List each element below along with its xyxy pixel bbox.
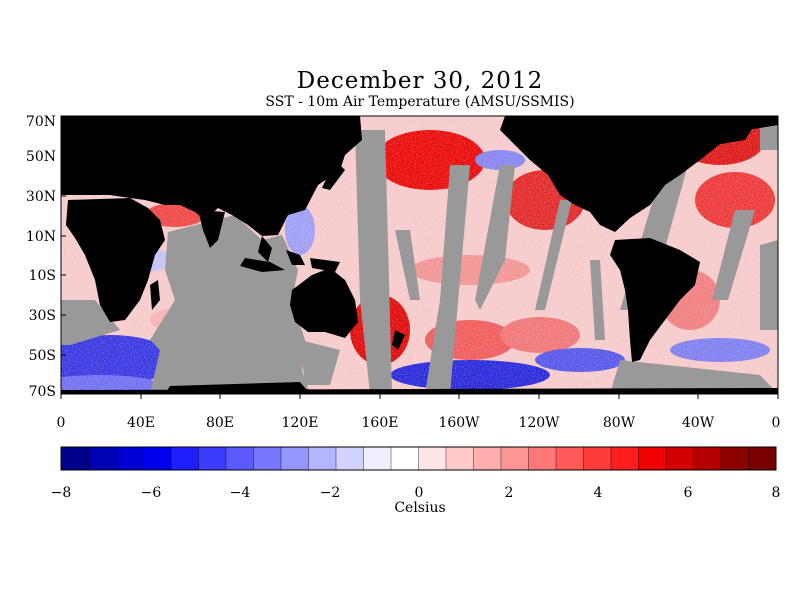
- lon-label: 80W: [603, 415, 636, 431]
- colorbar-swatch: [693, 447, 722, 470]
- colorbar-swatch: [473, 447, 502, 470]
- lon-label: 40W: [682, 415, 715, 431]
- lat-label: 50S: [29, 348, 56, 364]
- lat-axis: 70N 50N 30N 10N 10S 30S 50S 70S: [26, 114, 66, 400]
- colorbar-tick-label: 8: [772, 485, 781, 501]
- lon-label: 120E: [282, 415, 319, 431]
- colorbar-tick-label: 0: [415, 485, 424, 501]
- lon-label: 160W: [438, 415, 480, 431]
- colorbar-swatch: [88, 447, 117, 470]
- colorbar-swatch: [748, 447, 777, 470]
- colorbar-swatch: [336, 447, 364, 470]
- lat-label: 10N: [26, 229, 56, 245]
- colorbar-swatch: [143, 447, 172, 470]
- map-panel: [61, 116, 778, 394]
- colorbar-tick-label: −8: [51, 485, 72, 501]
- colorbar-swatch: [446, 447, 474, 470]
- land-masses: [61, 116, 778, 394]
- lon-label: 80E: [206, 415, 234, 431]
- colorbar-tick-label: 6: [684, 485, 693, 501]
- colorbar-swatch: [556, 447, 584, 470]
- colorbar-swatch: [666, 447, 694, 470]
- colorbar-swatch: [226, 447, 254, 470]
- colorbar-tick-label: −2: [320, 485, 341, 501]
- colorbar-swatch: [198, 447, 227, 470]
- colorbar: [60, 446, 777, 471]
- lon-axis: 0 40E 80E 120E 160E 160W 120W 80W 40W 0: [57, 394, 781, 431]
- map-frame: [60, 115, 779, 395]
- lon-label: 0: [772, 415, 781, 431]
- colorbar-tick-label: 2: [505, 485, 514, 501]
- colorbar-swatch: [61, 447, 89, 470]
- colorbar-swatch: [171, 447, 199, 470]
- lat-label: 30S: [29, 308, 56, 324]
- colorbar-swatch: [116, 447, 144, 470]
- map-subtitle: SST - 10m Air Temperature (AMSU/SSMIS): [265, 94, 575, 110]
- colorbar-tick-label: −4: [230, 485, 251, 501]
- colorbar-tick-label: 4: [594, 485, 603, 501]
- colorbar-tick-label: −6: [141, 485, 162, 501]
- lat-label: 30N: [26, 189, 56, 205]
- colorbar-swatch: [418, 447, 447, 470]
- colorbar-swatch: [363, 447, 392, 470]
- lat-label: 70S: [29, 384, 56, 400]
- lat-label: 10S: [29, 268, 56, 284]
- colorbar-swatch: [638, 447, 667, 470]
- colorbar-ticks: −8 −6 −4 −2 0 2 4 6 8: [51, 485, 781, 501]
- map-title: December 30, 2012: [296, 68, 544, 94]
- lon-label: 160E: [362, 415, 399, 431]
- lat-label: 70N: [26, 114, 56, 130]
- colorbar-swatch: [281, 447, 309, 470]
- colorbar-swatch: [253, 447, 282, 470]
- lon-label: 40E: [127, 415, 155, 431]
- lat-label: 50N: [26, 149, 56, 165]
- colorbar-swatch: [611, 447, 639, 470]
- colorbar-swatch: [308, 447, 337, 470]
- colorbar-swatch: [583, 447, 612, 470]
- lon-label: 120W: [518, 415, 560, 431]
- colorbar-label: Celsius: [394, 500, 446, 516]
- colorbar-swatch: [721, 447, 749, 470]
- lon-label: 0: [57, 415, 66, 431]
- colorbar-swatch: [501, 447, 529, 470]
- colorbar-swatch: [391, 447, 419, 470]
- colorbar-swatch: [528, 447, 557, 470]
